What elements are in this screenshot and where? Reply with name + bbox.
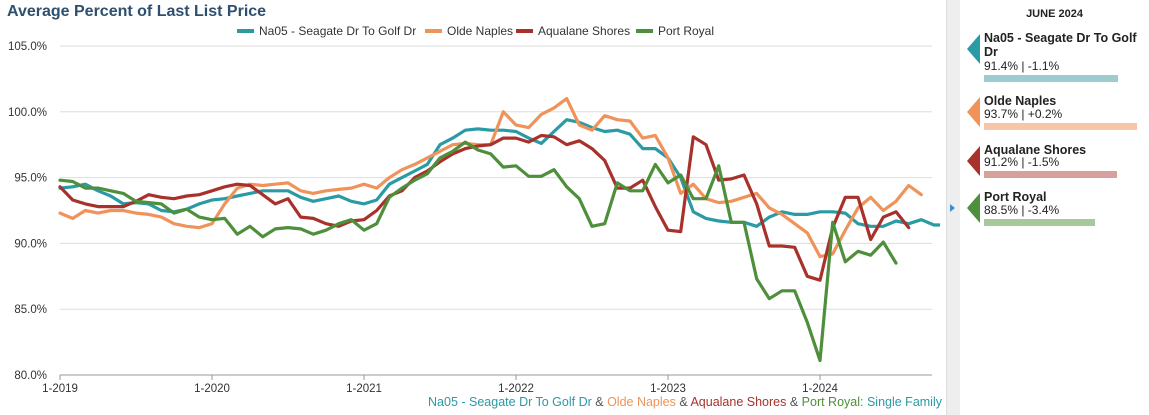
side-card-name: Port Royal (984, 190, 1047, 204)
footer-part: & (675, 395, 691, 409)
footer-series-label: Na05 - Seagate Dr To Golf Dr & Olde Napl… (428, 395, 942, 409)
series-line-3 (58, 140, 898, 363)
grid-lines (60, 45, 932, 376)
chart-title: Average Percent of Last List Price (7, 3, 267, 20)
y-tick-label: 105.0% (8, 41, 47, 53)
legend-item-label: Port Royal (658, 24, 714, 38)
side-panel: JUNE 2024 Na05 - Seagate Dr To Golf Dr 91… (960, 0, 1149, 415)
side-card-name: Na05 - Seagate Dr To Golf Dr (984, 31, 1137, 59)
series-marker-icon (967, 97, 980, 127)
side-card-value: 93.7% | +0.2% (984, 107, 1063, 121)
x-tick-label: 1-2020 (194, 383, 230, 395)
side-card-bar (984, 123, 1137, 130)
y-tick-label: 95.0% (14, 173, 47, 185)
series-marker-icon (967, 34, 980, 64)
y-axis: 80.0% 85.0% 90.0% 95.0% 100.0% 105.0% (8, 41, 47, 382)
footer-part: & (786, 395, 802, 409)
side-card-name: Olde Naples (984, 94, 1057, 108)
y-tick-label: 100.0% (8, 107, 47, 119)
footer-part: Aqualane Shores (690, 395, 787, 409)
y-tick-label: 90.0% (14, 238, 47, 250)
side-card-bar (984, 171, 1117, 178)
series-marker-icon (967, 146, 980, 176)
side-card-value: 91.2% | -1.5% (984, 155, 1060, 169)
x-tick-label: 1-2022 (498, 383, 534, 395)
footer-part: & (591, 395, 608, 409)
side-card-value: 88.5% | -3.4% (984, 203, 1060, 217)
legend: Na05 - Seagate Dr To Golf Dr Olde Naples A… (237, 24, 714, 38)
y-tick-label: 85.0% (14, 304, 47, 316)
side-card-name: Aqualane Shores (984, 143, 1087, 157)
x-axis: 1-2019 1-2020 1-2021 1-2022 1-2023 1-2024 (42, 375, 839, 395)
series-line-0 (58, 118, 940, 228)
side-card-value: 91.4% | -1.1% (984, 59, 1060, 73)
footer-part: Na05 - Seagate Dr To Golf Dr (428, 395, 592, 409)
footer-part: : Single Family (860, 395, 942, 409)
footer-part: Olde Naples (607, 395, 676, 409)
side-card-bar (984, 75, 1118, 82)
x-tick-label: 1-2023 (650, 383, 686, 395)
legend-item-label: Olde Naples (447, 24, 513, 38)
side-card-bar (984, 219, 1095, 226)
x-tick-label: 1-2024 (802, 383, 838, 395)
footer-part: Port Royal (801, 395, 861, 409)
line-chart: 80.0%85.0%90.0%95.0%100.0%105.0% 1-2019 1… (8, 24, 940, 395)
series-marker-icon (967, 193, 980, 223)
expand-arrow-icon[interactable] (950, 204, 955, 212)
x-tick-label: 1-2019 (42, 383, 78, 395)
legend-item-label: Na05 - Seagate Dr To Golf Dr (259, 24, 416, 38)
legend-item-label: Aqualane Shores (538, 24, 630, 38)
y-tick-label: 80.0% (14, 370, 47, 382)
x-tick-label: 1-2021 (346, 383, 382, 395)
side-panel-month: JUNE 2024 (1026, 8, 1083, 20)
series-line-2 (58, 133, 911, 282)
series-lines (58, 96, 940, 363)
